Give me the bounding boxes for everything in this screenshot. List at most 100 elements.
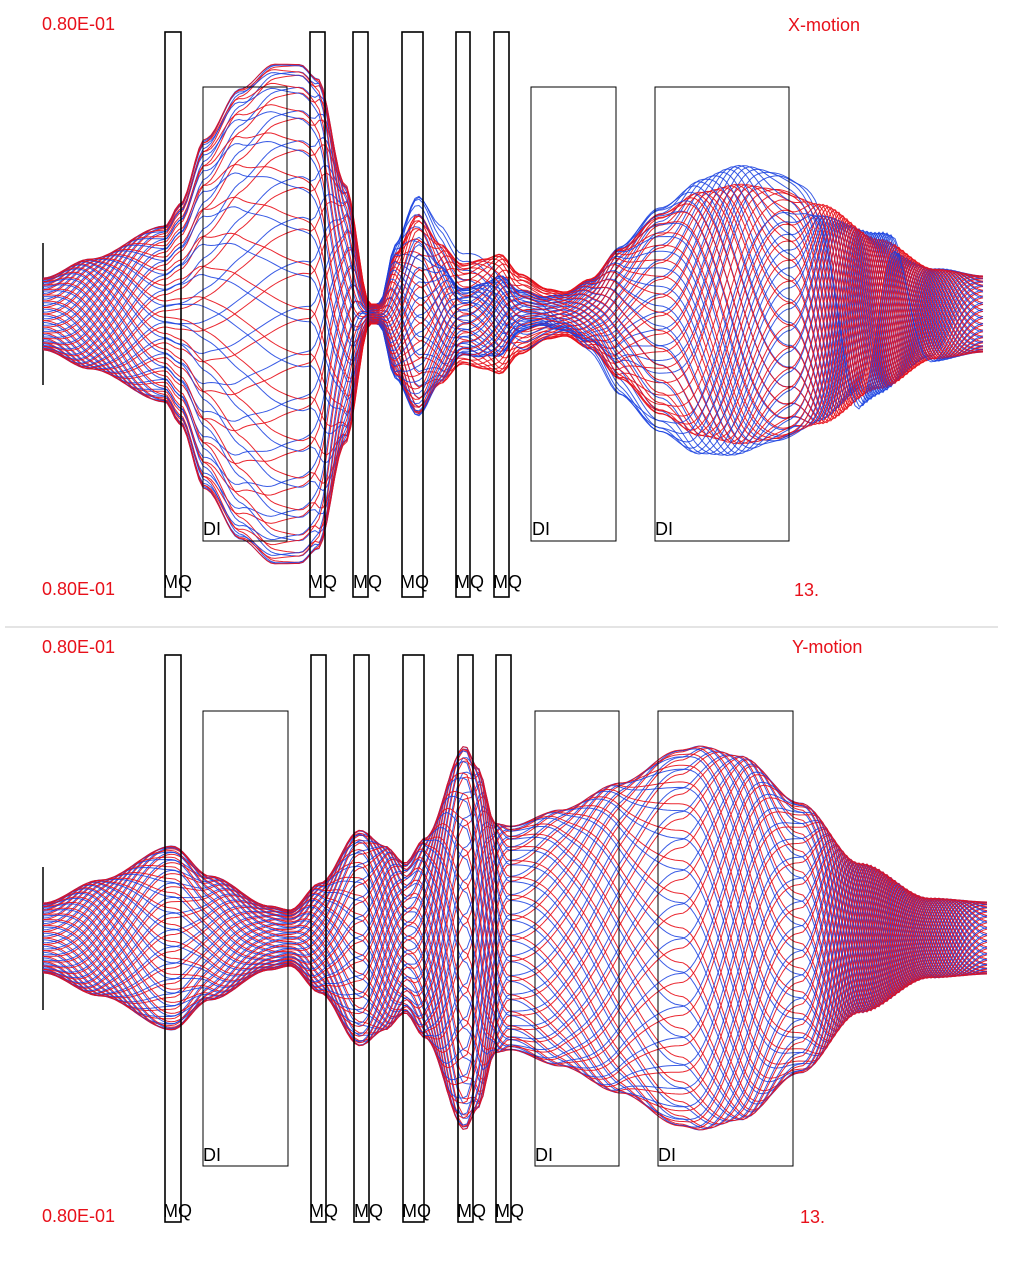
- dipole-label: DI: [203, 519, 221, 539]
- y-panel-title: Y-motion: [792, 637, 862, 657]
- quadrupole-label: MQ: [353, 572, 382, 592]
- ray-trace-red: [42, 746, 988, 1129]
- y-length-label: 13.: [800, 1207, 825, 1227]
- ray-trace-red: [43, 784, 988, 1061]
- ray-trace-red: [42, 199, 984, 546]
- ray-trace-red: [42, 69, 984, 426]
- quadrupole-element: [457, 654, 474, 1223]
- ray-trace-red: [42, 92, 984, 422]
- ray-trace-red: [42, 772, 988, 1123]
- ray-trace-red: [42, 203, 984, 563]
- ray-trace-blue: [42, 805, 988, 1105]
- quadrupole-label: MQ: [308, 572, 337, 592]
- ray-trace-blue: [42, 771, 988, 1121]
- ray-trace-red: [42, 750, 988, 1125]
- ray-trace-red: [42, 206, 984, 536]
- quadrupole-label: MQ: [402, 1201, 431, 1221]
- ray-trace-red: [42, 183, 984, 413]
- dipole-label: DI: [535, 1145, 553, 1165]
- ray-trace-blue: [42, 87, 984, 431]
- ray-trace-red: [42, 132, 984, 439]
- ray-trace-red: [42, 810, 988, 1102]
- quadrupole-label: MQ: [495, 1201, 524, 1221]
- ray-trace-blue: [42, 215, 984, 557]
- quadrupole-label: MQ: [457, 1201, 486, 1221]
- ray-trace-blue: [42, 748, 988, 1126]
- ray-trace-red: [42, 774, 988, 1066]
- ray-trace-blue: [42, 757, 988, 1122]
- ray-trace-red: [42, 211, 984, 456]
- ray-trace-red: [42, 754, 988, 1116]
- ray-trace-red: [42, 747, 988, 1130]
- x-motion-panel: 0.80E-01 X-motion 0.80E-01 13. MQ DI MQ MQ M…: [42, 14, 984, 600]
- ray-trace-blue: [42, 219, 984, 463]
- quadrupole-element: [309, 31, 326, 598]
- dipole-label: DI: [532, 519, 550, 539]
- dipole-element: [657, 710, 794, 1167]
- ray-trace-red: [42, 65, 984, 425]
- ray-trace-red: [43, 815, 988, 1092]
- ray-trace-red: [42, 215, 984, 445]
- quadrupole-element: [455, 31, 471, 598]
- x-scale-top-label: 0.80E-01: [42, 14, 115, 34]
- ray-trace-blue: [42, 771, 988, 1071]
- dipole-label: DI: [655, 519, 673, 539]
- ray-trace-red: [42, 219, 983, 444]
- quadrupole-label: MQ: [309, 1201, 338, 1221]
- ray-trace-blue: [42, 755, 988, 1105]
- ray-trace-red: [42, 794, 988, 1111]
- quadrupole-label: MQ: [354, 1201, 383, 1221]
- ray-trace-red: [42, 753, 988, 1104]
- ray-trace-red: [42, 760, 988, 1122]
- ray-trace-red: [42, 790, 988, 1112]
- quadrupole-element: [493, 31, 510, 598]
- ray-trace-red: [42, 202, 984, 559]
- ray-trace-red: [42, 196, 984, 443]
- ray-trace-red: [42, 74, 984, 424]
- x-length-label: 13.: [794, 580, 819, 600]
- dipole-element: [534, 710, 620, 1167]
- y-scale-top-label: 0.80E-01: [42, 637, 115, 657]
- dipole-element: [202, 710, 289, 1167]
- ray-trace-blue: [42, 780, 988, 1118]
- ray-trace-red: [42, 764, 988, 1086]
- quadrupole-label: MQ: [163, 1201, 192, 1221]
- ray-trace-red: [42, 82, 984, 429]
- y-scale-bottom-label: 0.80E-01: [42, 1206, 115, 1226]
- ray-trace-red: [42, 207, 984, 511]
- quadrupole-element: [164, 654, 182, 1223]
- ray-trace-red: [42, 218, 984, 445]
- ray-trace-red: [42, 751, 988, 1126]
- ray-trace-red: [42, 773, 988, 1121]
- ray-trace-red: [42, 745, 988, 1128]
- quadrupole-label: MQ: [493, 572, 522, 592]
- x-lattice-elements: MQ DI MQ MQ MQ MQ MQ DI DI: [163, 31, 790, 598]
- ray-trace-red: [42, 747, 988, 1119]
- ray-trace-red: [42, 748, 988, 1131]
- x-panel-title: X-motion: [788, 15, 860, 35]
- ray-trace-red: [42, 759, 988, 1092]
- quadrupole-label: MQ: [400, 572, 429, 592]
- ray-trace-red: [42, 183, 984, 410]
- ray-trace-red: [42, 755, 988, 1103]
- ray-trace-blue: [42, 111, 984, 438]
- x-ray-traces: [42, 63, 984, 565]
- ray-trace-red: [42, 765, 988, 1082]
- ray-trace-red: [42, 184, 983, 409]
- ray-trace-red: [42, 807, 988, 1095]
- quadrupole-element: [353, 654, 370, 1223]
- y-lattice-elements: MQ DI MQ MQ MQ MQ MQ DI DI: [163, 654, 794, 1223]
- quadrupole-element: [352, 31, 369, 598]
- dipole-label: DI: [203, 1145, 221, 1165]
- ray-trace-blue: [42, 791, 988, 1113]
- quadrupole-element: [401, 31, 424, 598]
- ray-trace-blue: [42, 216, 984, 518]
- ray-trace-red: [42, 209, 984, 485]
- dipole-element: [530, 86, 617, 542]
- y-ray-traces: [42, 745, 988, 1131]
- quadrupole-label: MQ: [455, 572, 484, 592]
- y-motion-panel: 0.80E-01 Y-motion 0.80E-01 13. MQ DI MQ MQ M…: [42, 637, 988, 1227]
- x-scale-bottom-label: 0.80E-01: [42, 579, 115, 599]
- ray-trace-red: [42, 104, 984, 436]
